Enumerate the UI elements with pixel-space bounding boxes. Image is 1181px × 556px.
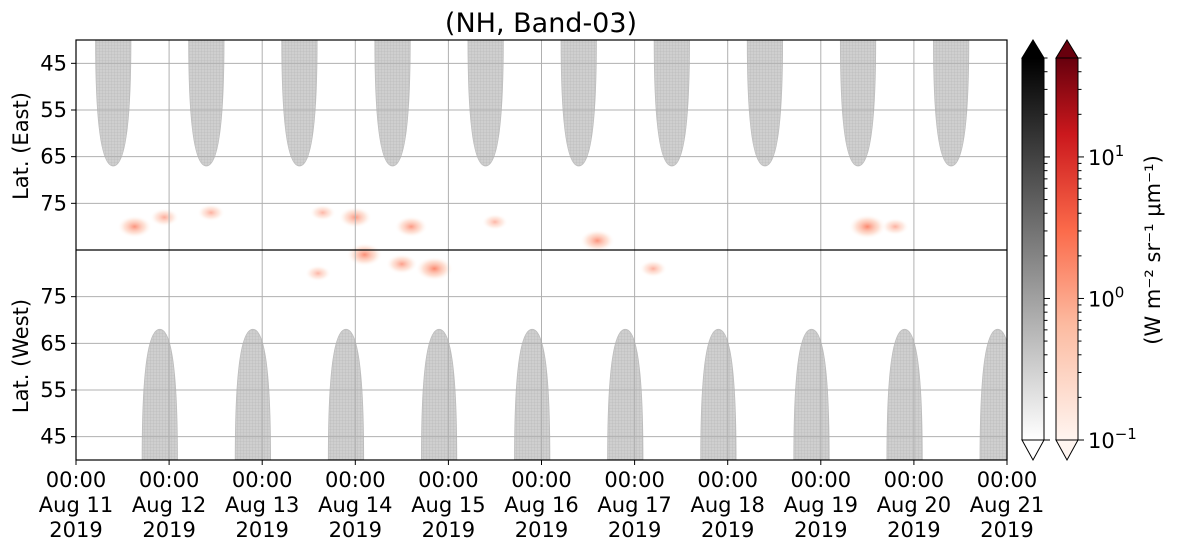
x-tick-label: 00:00 Aug 19 2019 — [784, 468, 858, 542]
sun-mask-east — [653, 40, 690, 167]
colorbar-label: (W m⁻² sr⁻¹ μm⁻¹) — [1141, 155, 1165, 345]
colorbar-tick-label: 101 — [1088, 142, 1124, 170]
sun-mask-east — [188, 40, 225, 167]
chart-title: (NH, Band-03) — [445, 8, 637, 39]
sun-masks — [95, 40, 1007, 460]
colorbar-tick-label: 100 — [1088, 283, 1124, 311]
red-event — [639, 260, 667, 278]
sun-mask-east — [746, 40, 784, 167]
x-tick-label: 00:00 Aug 18 2019 — [690, 468, 764, 542]
ylabel-west: Lat. (West) — [9, 299, 33, 413]
red-event — [150, 208, 179, 227]
sun-mask-east — [281, 40, 318, 167]
y-ticks: 45 55 65 75 75 65 55 45 — [40, 51, 76, 449]
red-event — [197, 204, 225, 222]
sun-mask-east — [839, 40, 877, 167]
x-tick-label: 00:00 Aug 21 2019 — [970, 468, 1044, 542]
y-tick-label: 75 — [40, 191, 67, 215]
x-tick-label: 00:00 Aug 20 2019 — [877, 468, 951, 542]
x-tick-label: 00:00 Aug 14 2019 — [318, 468, 392, 542]
y-tick-label: 45 — [40, 51, 67, 75]
sun-mask-east — [933, 40, 970, 167]
sun-mask-east — [560, 40, 597, 167]
red-event — [394, 216, 428, 238]
x-tick-label: 00:00 Aug 11 2019 — [39, 468, 113, 542]
sun-mask-east — [95, 40, 132, 167]
x-tick-label: 00:00 Aug 16 2019 — [504, 468, 578, 542]
red-event — [580, 229, 615, 252]
colorbar-ticks: 10−1 100 101 — [1044, 57, 1137, 453]
x-ticks: 00:00 Aug 11 2019 00:00 Aug 12 2019 00:00 Aug 1… — [39, 460, 1044, 542]
red-event — [881, 218, 909, 236]
red-event — [346, 243, 383, 267]
sun-mask-east — [374, 40, 411, 167]
x-tick-label: 00:00 Aug 13 2019 — [225, 468, 299, 542]
red-event — [416, 256, 453, 281]
x-tick-label: 00:00 Aug 15 2019 — [411, 468, 485, 542]
sun-mask-west — [979, 328, 1007, 460]
y-tick-label: 65 — [40, 331, 67, 355]
red-event — [117, 215, 152, 238]
red-event — [309, 204, 336, 221]
y-tick-label: 55 — [40, 378, 67, 402]
y-tick-label: 65 — [40, 145, 67, 169]
red-event — [482, 214, 508, 230]
y-tick-label: 45 — [40, 425, 67, 449]
red-events — [117, 204, 909, 282]
red-event — [386, 254, 418, 274]
colorbar-tick-label: 10−1 — [1088, 425, 1137, 453]
y-tick-label: 75 — [40, 285, 67, 309]
y-tick-label: 55 — [40, 98, 67, 122]
x-tick-label: 00:00 Aug 17 2019 — [597, 468, 671, 542]
colorbar-reds — [1055, 39, 1079, 462]
red-event — [305, 265, 331, 282]
red-event — [848, 214, 886, 239]
ylabel-east: Lat. (East) — [9, 92, 33, 200]
x-tick-label: 00:00 Aug 12 2019 — [132, 468, 206, 542]
sun-mask-east — [467, 40, 504, 167]
colorbar-gray — [1021, 39, 1045, 462]
